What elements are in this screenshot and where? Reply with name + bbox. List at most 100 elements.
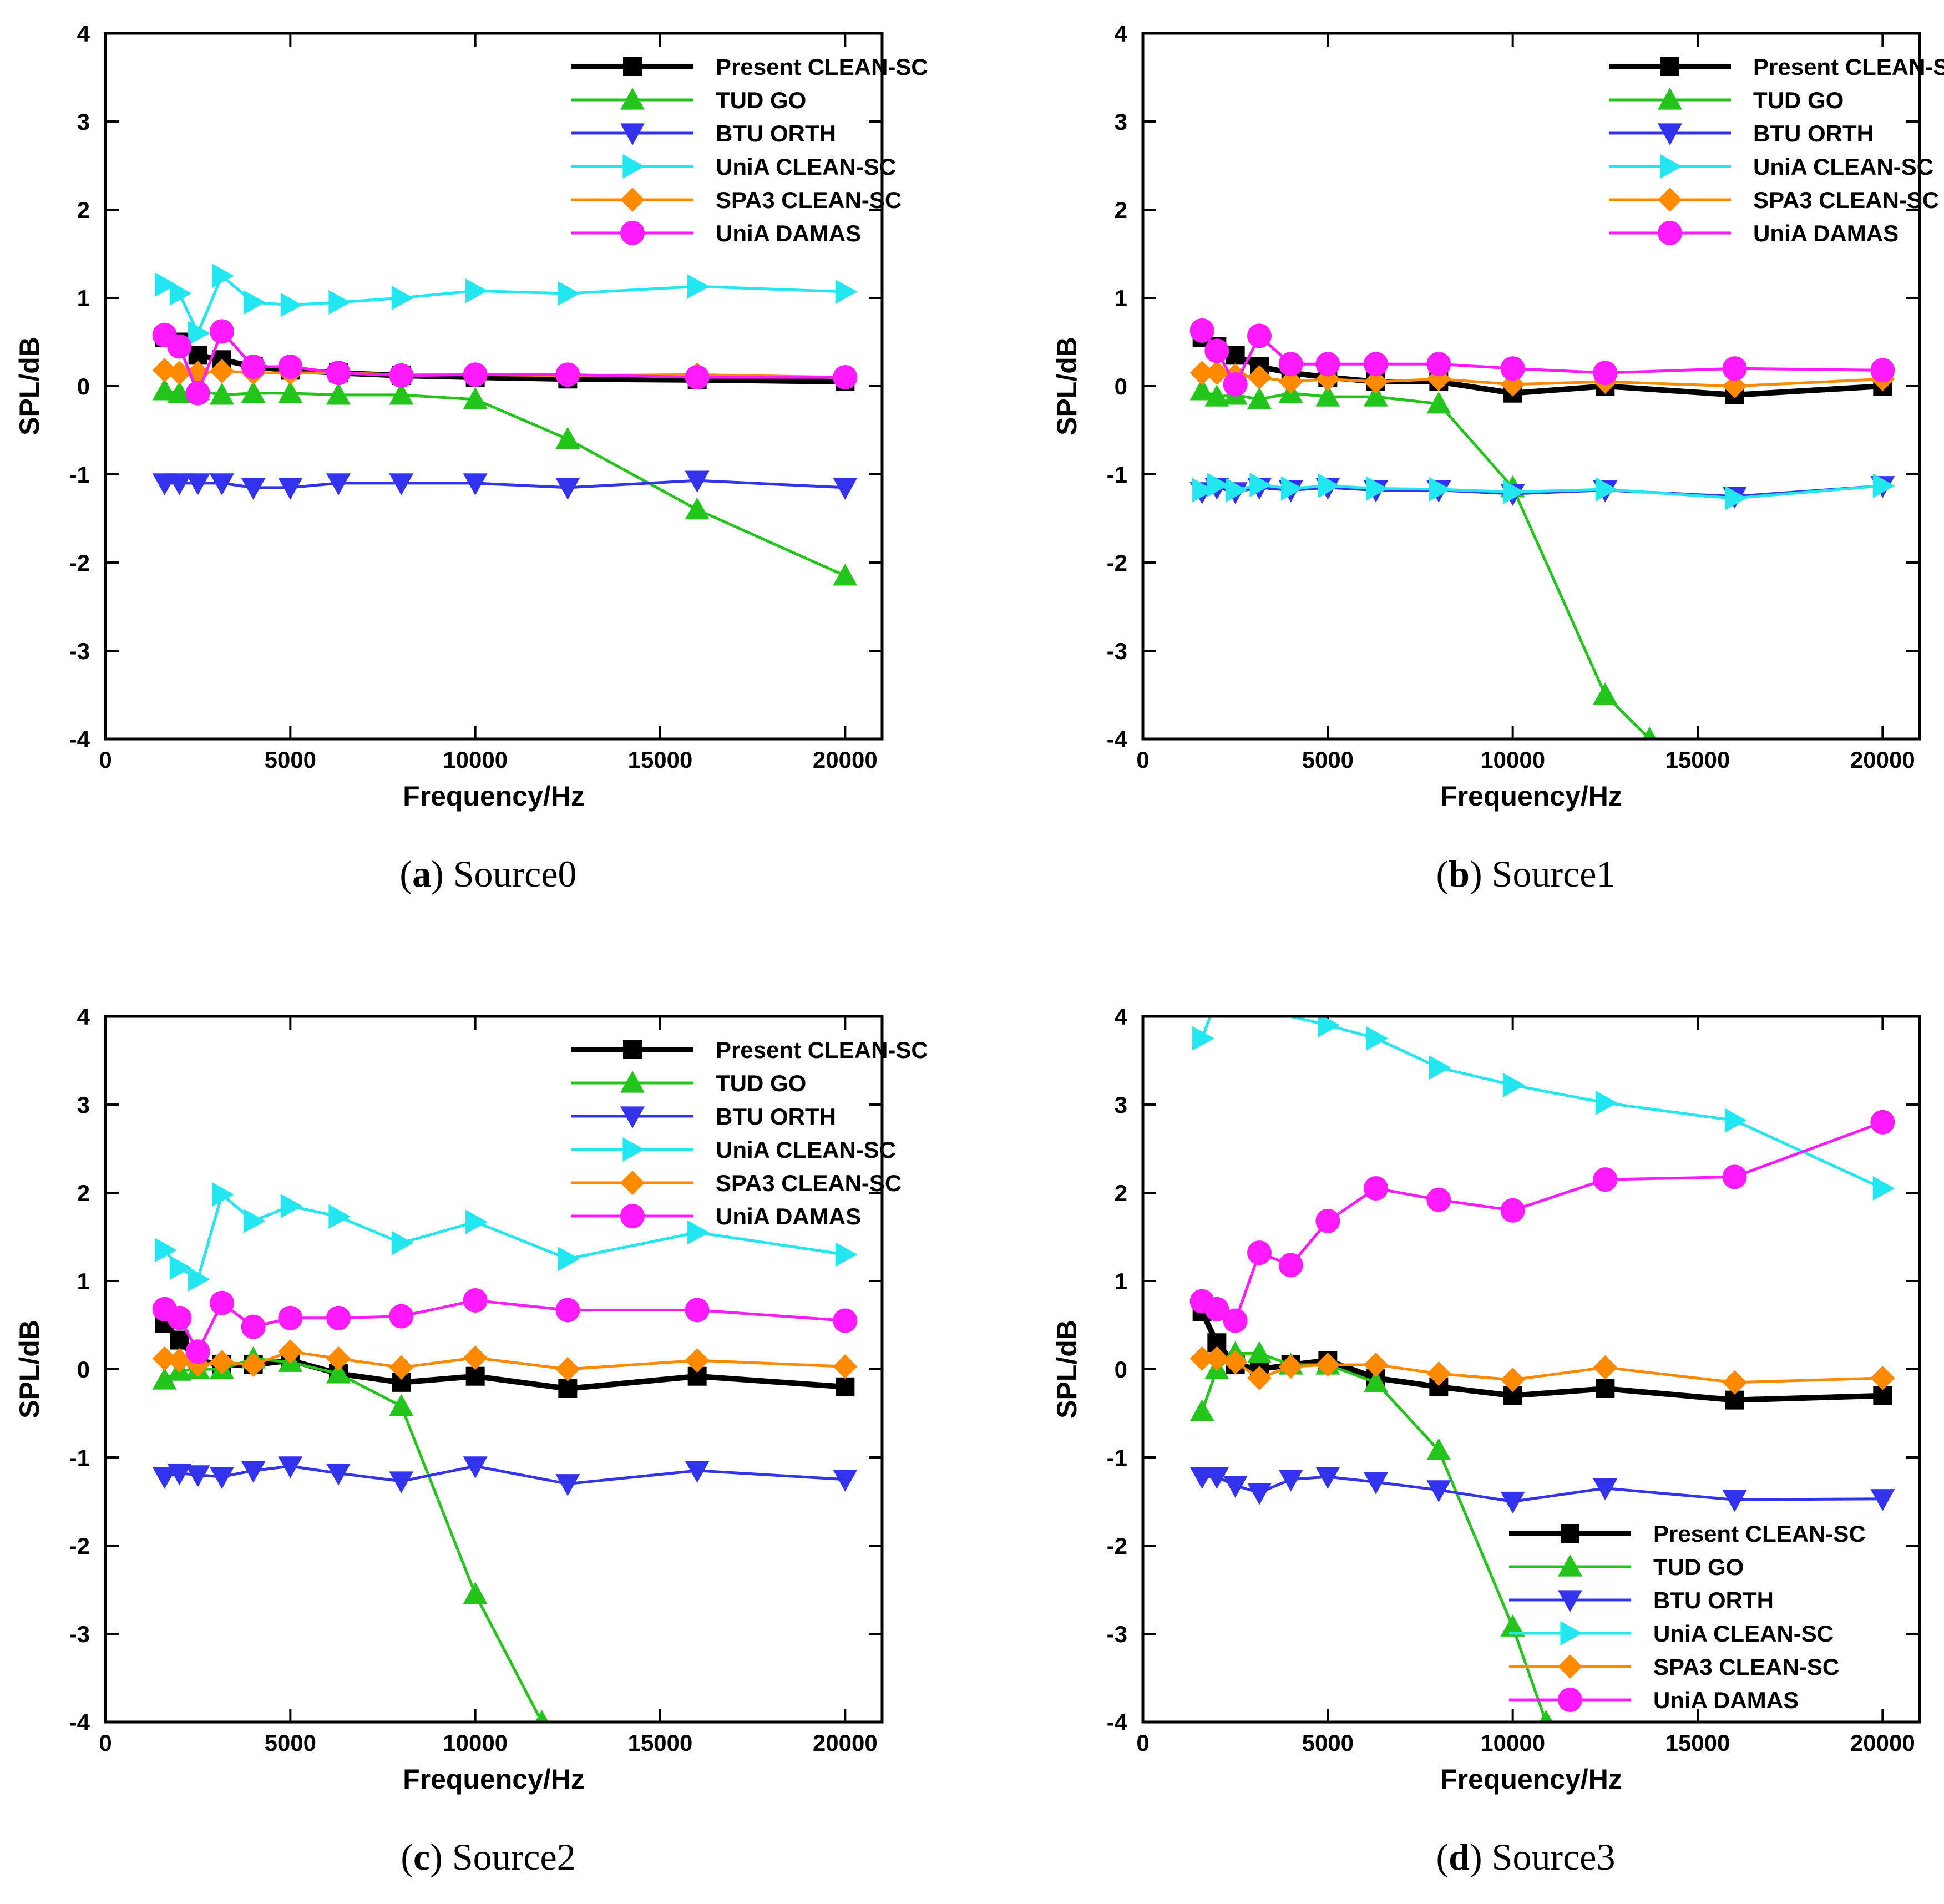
data-point (167, 1348, 192, 1373)
legend-label: BTU ORTH (1753, 120, 1874, 146)
data-point (1593, 1167, 1618, 1192)
data-point (1247, 323, 1272, 348)
y-tick-label: 1 (1115, 285, 1127, 311)
data-point (1870, 358, 1895, 383)
data-point (463, 1288, 488, 1313)
data-point (1315, 1208, 1340, 1233)
data-point (685, 365, 710, 390)
panel-caption: (a) Source0 (399, 853, 576, 895)
data-point (1189, 318, 1214, 343)
panel-caption: (c) Source2 (401, 1836, 575, 1878)
data-point (210, 382, 234, 405)
legend-label: SPA3 CLEAN-SC (1753, 187, 1939, 213)
data-point (167, 1305, 192, 1330)
data-point (326, 1346, 351, 1371)
data-point (241, 1461, 266, 1483)
data-point (1281, 476, 1303, 501)
data-point (185, 1339, 210, 1364)
data-point (244, 1208, 266, 1233)
data-point (1722, 356, 1747, 381)
y-tick-label: 4 (1115, 1004, 1128, 1030)
data-point (1318, 1016, 1340, 1037)
legend-label: SPA3 CLEAN-SC (1653, 1654, 1839, 1680)
chart-panel-a: -4 -3 -2 -1 0 1 2 3 4 0 5000 10000 15000 20000 Frequen… (14, 21, 928, 895)
data-point (833, 478, 858, 500)
legend-label: UniA CLEAN-SC (1753, 154, 1933, 180)
legend-marker (1558, 1654, 1582, 1679)
data-point (241, 478, 266, 500)
legend-marker (622, 1137, 645, 1162)
data-point (1595, 1090, 1618, 1115)
series-line (164, 1357, 543, 1722)
legend-label: Present CLEAN-SC (716, 54, 928, 80)
x-tick-label: 15000 (628, 1730, 693, 1756)
y-tick-label: 3 (77, 109, 90, 135)
legend-label: SPA3 CLEAN-SC (716, 187, 902, 213)
data-point (555, 1298, 580, 1323)
data-point (152, 1346, 177, 1371)
legend-marker (620, 1106, 645, 1128)
data-point (1722, 374, 1747, 398)
data-point (465, 1209, 488, 1234)
data-point (212, 264, 234, 288)
data-point (1870, 1110, 1895, 1135)
data-point (1226, 346, 1245, 365)
y-tick-label: -1 (69, 462, 90, 488)
legend-marker (620, 123, 645, 145)
legend-label: UniA DAMAS (1753, 220, 1899, 246)
data-point (210, 1290, 234, 1315)
x-tick-label: 0 (99, 1730, 112, 1756)
data-point (241, 381, 266, 403)
data-point (1189, 361, 1214, 386)
data-point (167, 473, 192, 495)
data-point (1426, 1187, 1451, 1212)
plot-frame (104, 1015, 884, 1724)
data-point (212, 1182, 234, 1207)
data-point (1204, 1297, 1229, 1321)
legend-marker (1658, 123, 1682, 145)
legend-label: UniA CLEAN-SC (716, 1137, 896, 1163)
y-tick-label: 2 (77, 197, 90, 223)
data-point (278, 1339, 303, 1364)
legend-label: UniA DAMAS (716, 1203, 861, 1229)
data-point (328, 1204, 351, 1229)
y-tick-label: -4 (1107, 726, 1128, 752)
data-point (1315, 1353, 1340, 1378)
y-tick-label: -2 (1107, 550, 1127, 576)
data-point (326, 1464, 351, 1486)
data-point (1366, 476, 1388, 501)
data-point (1364, 1370, 1388, 1392)
data-point (833, 563, 858, 586)
data-point (155, 272, 177, 297)
data-point (463, 362, 488, 387)
data-point (685, 1348, 710, 1373)
data-point (389, 382, 414, 405)
legend-marker (620, 88, 645, 110)
data-point (389, 1304, 414, 1329)
data-point (1870, 1489, 1895, 1511)
y-axis-label: SPL/dB (1051, 337, 1082, 436)
legend-marker (620, 188, 645, 212)
legend-label: BTU ORTH (716, 120, 836, 146)
data-point (1278, 1470, 1303, 1492)
data-point (1278, 1354, 1303, 1379)
data-point (833, 1470, 858, 1492)
data-point (1364, 384, 1388, 407)
x-tick-label: 5000 (265, 747, 316, 773)
data-point (1189, 1346, 1214, 1371)
y-tick-label: 4 (77, 1004, 90, 1030)
data-point (278, 1305, 303, 1330)
data-point (1247, 387, 1272, 409)
chart-panel-b: -4 -3 -2 -1 0 1 2 3 4 0 5000 10000 15000 20000 Frequen… (1051, 21, 1944, 895)
data-point (1426, 352, 1451, 377)
data-point (1278, 369, 1303, 394)
data-point (185, 381, 210, 406)
legend-label: TUD GO (716, 1070, 806, 1096)
data-point (280, 1193, 303, 1218)
data-point (278, 478, 303, 500)
legend-marker (1658, 88, 1682, 110)
y-tick-label: 2 (1115, 197, 1127, 223)
data-point (1364, 352, 1388, 377)
data-point (1593, 1355, 1618, 1380)
data-point (1247, 1240, 1272, 1265)
